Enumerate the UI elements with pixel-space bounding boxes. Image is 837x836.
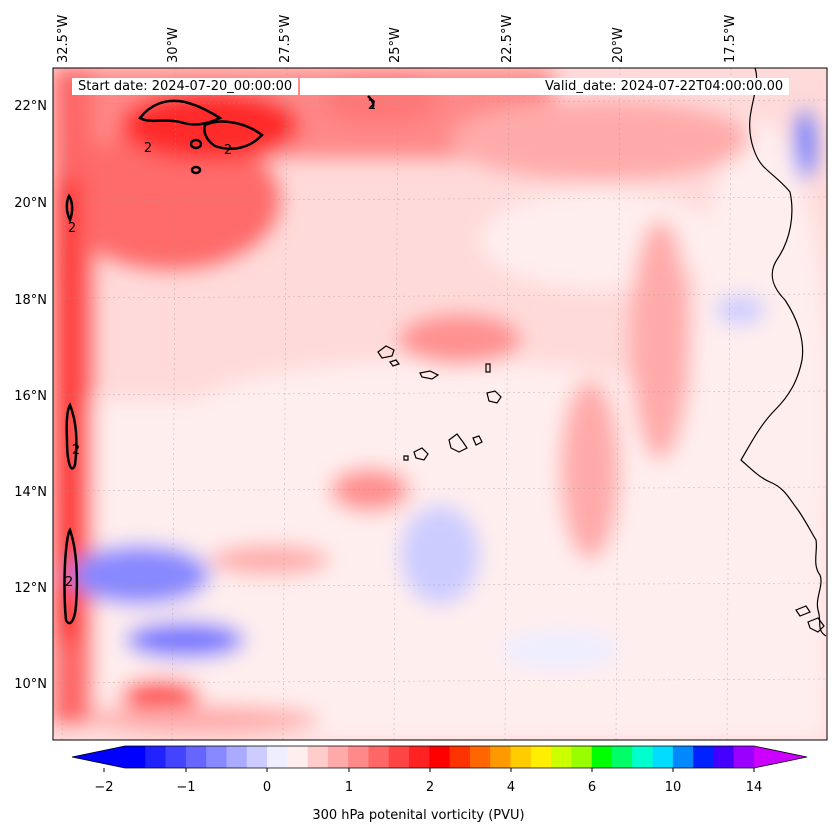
colorbar-tick-label: 2 (426, 780, 434, 795)
lat-label: 20°N (14, 196, 47, 211)
lat-label: 10°N (14, 677, 47, 692)
pv-field-map: 2 2 2 2 2 2 (53, 68, 827, 740)
lat-label: 14°N (14, 485, 47, 500)
contour-label: 2 (68, 221, 76, 236)
lon-label: 17.5°W (723, 15, 738, 63)
colorbar-segment (327, 746, 349, 768)
colorbar-tick-label: 4 (507, 780, 515, 795)
colorbar-segment (611, 746, 633, 768)
colorbar-segment (145, 746, 167, 768)
lat-label: 16°N (14, 389, 47, 404)
colorbar-segment (226, 746, 248, 768)
colorbar-segment (125, 746, 146, 768)
colorbar-tick-label: −2 (94, 780, 113, 795)
graticule (53, 68, 827, 740)
colorbar-segment (469, 746, 491, 768)
colorbar-segment (206, 746, 227, 768)
contour-label: 2 (144, 141, 152, 156)
colorbar-segment (246, 746, 268, 768)
colorbar-segment (591, 746, 613, 768)
lon-label: 20°W (611, 27, 626, 63)
lon-label: 30°W (166, 27, 181, 63)
colorbar-segment (267, 746, 288, 768)
colorbar-segment (165, 746, 187, 768)
header-strip (300, 78, 539, 95)
contour-label: 2 (224, 143, 232, 158)
lon-label: 25°W (388, 27, 403, 63)
colorbar-segment (409, 746, 430, 768)
colorbar-segment (388, 746, 410, 768)
colorbar-under-triangle (72, 746, 125, 768)
start-date-label: Start date: 2024-07-20_00:00:00 (72, 78, 299, 95)
contour-label: 2 (368, 98, 376, 113)
colorbar-segment (652, 746, 674, 768)
contour-label: 2 (72, 443, 80, 458)
colorbar-segment (348, 746, 369, 768)
colorbar-segment (733, 746, 755, 768)
colorbar-outline (71, 745, 808, 769)
colorbar-segment (287, 746, 309, 768)
colorbar-segment (713, 746, 735, 768)
colorbar: −2 −1 0 1 2 4 6 10 14 (71, 745, 808, 795)
longitude-labels: 32.5°W 30°W 27.5°W 25°W 22.5°W 20°W 17.5… (56, 15, 738, 63)
latitude-labels: 22°N 20°N 18°N 16°N 14°N 12°N 10°N (14, 99, 47, 692)
colorbar-ticks: −2 −1 0 1 2 4 6 10 14 (94, 768, 762, 795)
colorbar-label: 300 hPa potenital vorticity (PVU) (312, 808, 525, 823)
colorbar-segment (429, 746, 451, 768)
colorbar-segment (449, 746, 471, 768)
map-frame (52, 67, 828, 741)
colorbar-segment (530, 746, 552, 768)
lon-label: 27.5°W (278, 15, 293, 63)
colorbar-segments (125, 746, 755, 768)
coastlines (377, 68, 827, 637)
colorbar-over-triangle (754, 746, 807, 768)
colorbar-tick-label: −1 (176, 780, 195, 795)
colorbar-segment (693, 746, 714, 768)
colorbar-tick-label: 1 (345, 780, 353, 795)
lat-label: 12°N (14, 581, 47, 596)
colorbar-tick-label: 10 (665, 780, 682, 795)
contour-label: 2 (65, 575, 73, 590)
pv-2-contours (63, 95, 375, 625)
colorbar-tick-label: 0 (263, 780, 271, 795)
colorbar-segment (672, 746, 694, 768)
valid-date-label: Valid_date: 2024-07-22T04:00:00.00 (539, 78, 790, 95)
colorbar-segment (185, 746, 207, 768)
colorbar-segment (551, 746, 572, 768)
colorbar-tick-label: 6 (588, 780, 596, 795)
colorbar-tick-label: 14 (746, 780, 763, 795)
lat-label: 22°N (14, 99, 47, 114)
lon-label: 32.5°W (56, 15, 71, 63)
colorbar-segment (510, 746, 532, 768)
colorbar-segment (368, 746, 390, 768)
contour-labels: 2 2 2 2 2 2 (65, 98, 376, 590)
lon-label: 22.5°W (500, 15, 515, 63)
colorbar-segment (571, 746, 593, 768)
colorbar-segment (490, 746, 512, 768)
colorbar-segment (632, 746, 654, 768)
colorbar-segment (307, 746, 329, 768)
lat-label: 18°N (14, 293, 47, 308)
